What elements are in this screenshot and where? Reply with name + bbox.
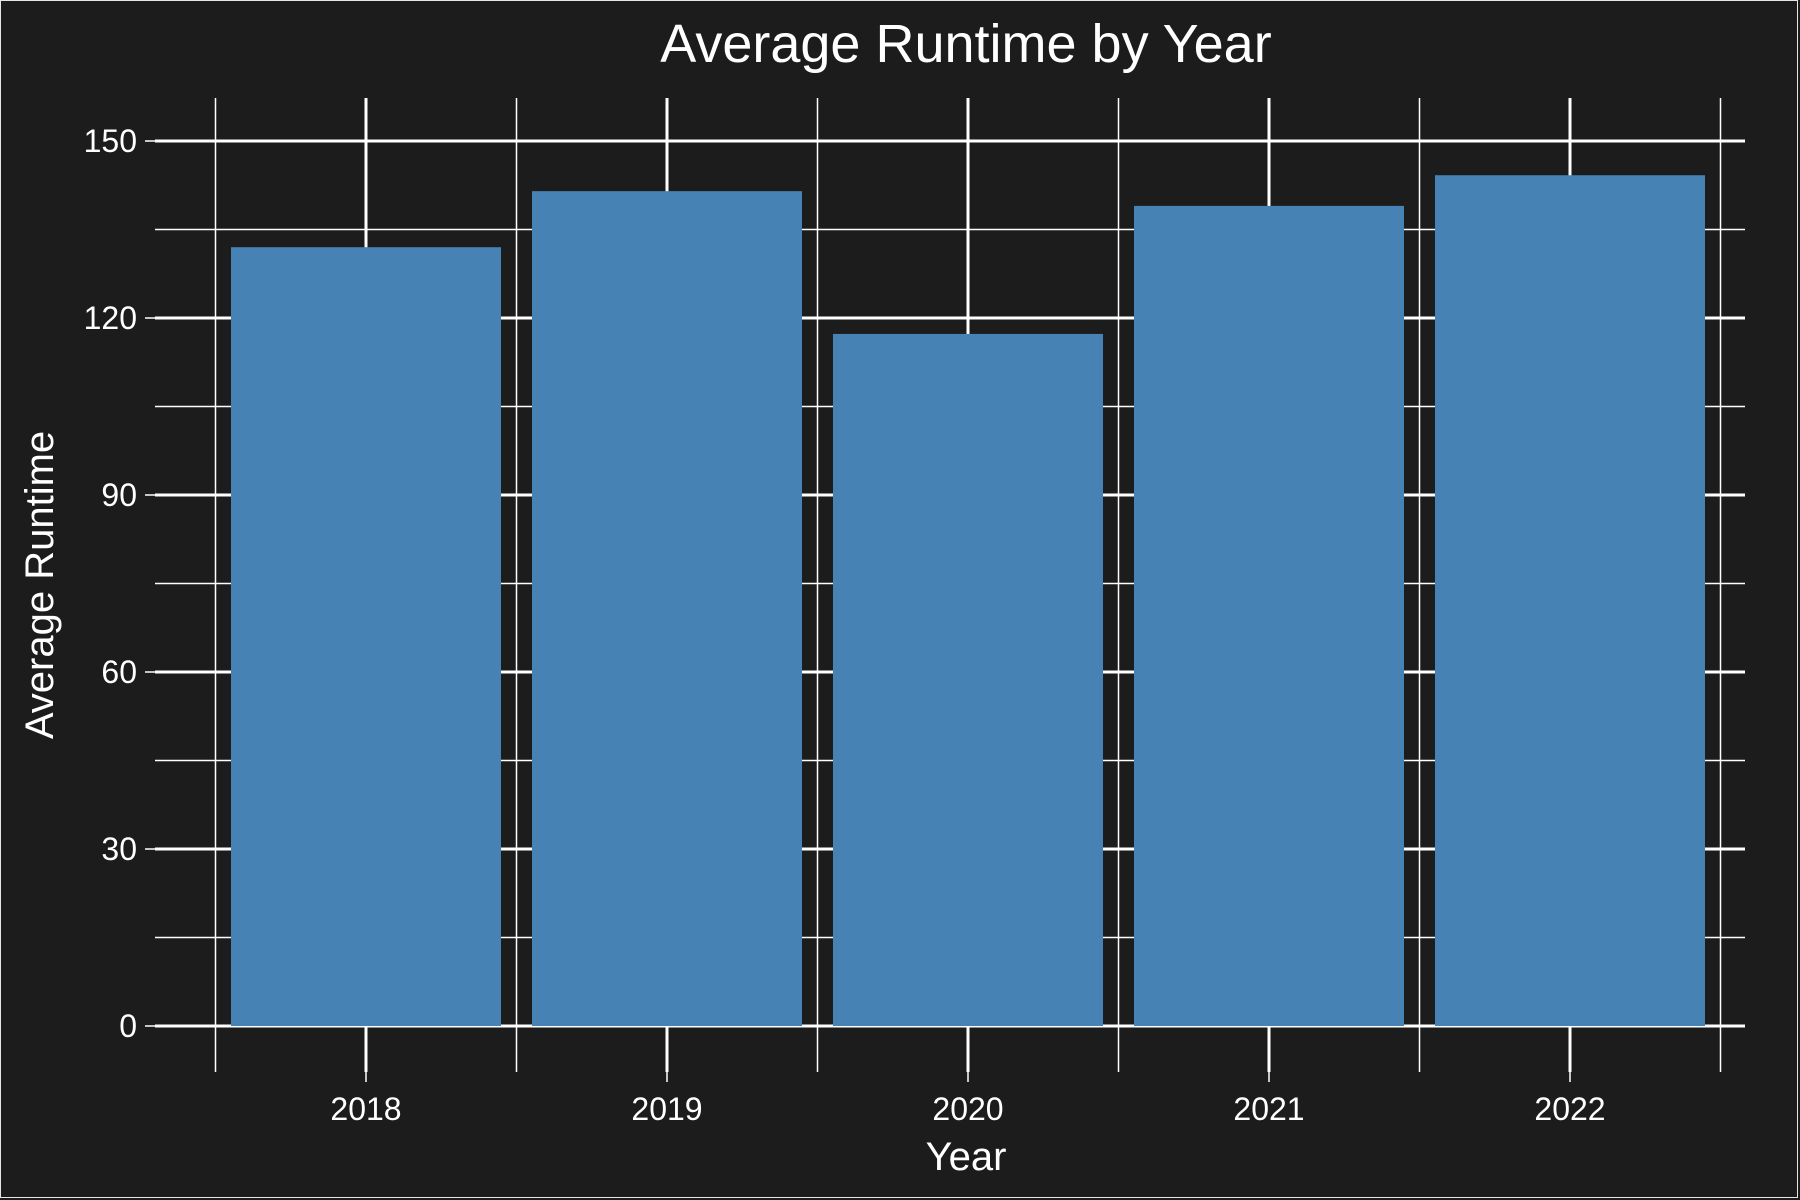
x-axis-title: Year <box>926 1135 1007 1179</box>
y-tick-label: 120 <box>84 300 137 336</box>
bar-2019[interactable] <box>532 191 802 1026</box>
y-tick-label: 30 <box>101 831 137 867</box>
x-tick-label-2022: 2022 <box>1534 1091 1605 1127</box>
ticks-layer <box>145 140 1571 1082</box>
x-tick-label-2020: 2020 <box>932 1091 1003 1127</box>
bar-2021[interactable] <box>1134 205 1404 1026</box>
chart-title: Average Runtime by Year <box>660 14 1271 74</box>
y-tick-labels: 0 30 60 90 120 150 <box>84 123 137 1044</box>
x-tick-label-2021: 2021 <box>1233 1091 1304 1127</box>
y-tick-label: 150 <box>84 123 137 159</box>
y-tick-label: 0 <box>119 1008 137 1044</box>
bar-2022[interactable] <box>1435 175 1705 1027</box>
y-tick-label: 90 <box>101 477 137 513</box>
x-tick-label-2019: 2019 <box>631 1091 702 1127</box>
bar-2020[interactable] <box>833 333 1103 1026</box>
y-tick-label: 60 <box>101 654 137 690</box>
y-axis-title: Average Runtime <box>18 431 62 739</box>
bars-layer <box>231 175 1705 1027</box>
x-tick-label-2018: 2018 <box>330 1091 401 1127</box>
bar-2018[interactable] <box>231 247 501 1026</box>
x-tick-labels: 2018 2019 2020 2021 2022 <box>330 1091 1605 1127</box>
